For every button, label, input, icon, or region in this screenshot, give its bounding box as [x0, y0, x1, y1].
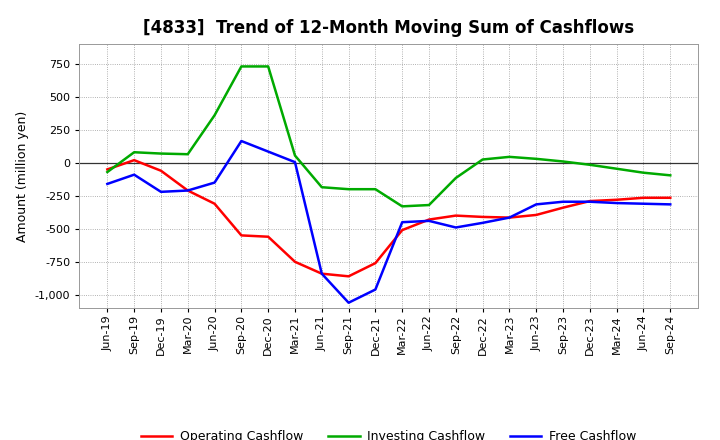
- Operating Cashflow: [157, 168, 166, 173]
- Investing Cashflow: [344, 187, 353, 192]
- Investing Cashflow: [157, 151, 166, 156]
- Operating Cashflow: [237, 233, 246, 238]
- Free Cashflow: [291, 159, 300, 165]
- Investing Cashflow: [237, 64, 246, 69]
- Investing Cashflow: [559, 159, 567, 164]
- Free Cashflow: [157, 189, 166, 194]
- Operating Cashflow: [559, 205, 567, 210]
- Operating Cashflow: [585, 198, 594, 204]
- Operating Cashflow: [505, 215, 514, 220]
- Title: [4833]  Trend of 12-Month Moving Sum of Cashflows: [4833] Trend of 12-Month Moving Sum of C…: [143, 19, 634, 37]
- Free Cashflow: [184, 188, 192, 193]
- Free Cashflow: [666, 202, 675, 207]
- Legend: Operating Cashflow, Investing Cashflow, Free Cashflow: Operating Cashflow, Investing Cashflow, …: [136, 425, 642, 440]
- Operating Cashflow: [371, 260, 379, 266]
- Line: Operating Cashflow: Operating Cashflow: [107, 160, 670, 276]
- Operating Cashflow: [666, 195, 675, 201]
- Operating Cashflow: [291, 259, 300, 264]
- Operating Cashflow: [344, 274, 353, 279]
- Investing Cashflow: [130, 150, 138, 155]
- Investing Cashflow: [612, 166, 621, 171]
- Free Cashflow: [130, 172, 138, 177]
- Operating Cashflow: [103, 167, 112, 172]
- Investing Cashflow: [103, 169, 112, 175]
- Line: Investing Cashflow: Investing Cashflow: [107, 66, 670, 206]
- Investing Cashflow: [585, 162, 594, 167]
- Free Cashflow: [451, 225, 460, 230]
- Y-axis label: Amount (million yen): Amount (million yen): [16, 110, 29, 242]
- Operating Cashflow: [451, 213, 460, 218]
- Free Cashflow: [532, 202, 541, 207]
- Free Cashflow: [559, 199, 567, 204]
- Free Cashflow: [585, 199, 594, 204]
- Investing Cashflow: [210, 113, 219, 118]
- Investing Cashflow: [478, 157, 487, 162]
- Operating Cashflow: [264, 234, 272, 239]
- Free Cashflow: [505, 215, 514, 220]
- Investing Cashflow: [532, 156, 541, 161]
- Free Cashflow: [478, 220, 487, 225]
- Investing Cashflow: [184, 151, 192, 157]
- Investing Cashflow: [398, 204, 407, 209]
- Free Cashflow: [344, 300, 353, 305]
- Operating Cashflow: [184, 188, 192, 193]
- Investing Cashflow: [451, 175, 460, 180]
- Free Cashflow: [237, 138, 246, 143]
- Investing Cashflow: [264, 64, 272, 69]
- Free Cashflow: [612, 201, 621, 206]
- Free Cashflow: [318, 271, 326, 276]
- Investing Cashflow: [505, 154, 514, 159]
- Operating Cashflow: [318, 271, 326, 276]
- Free Cashflow: [264, 149, 272, 154]
- Operating Cashflow: [612, 197, 621, 202]
- Operating Cashflow: [425, 217, 433, 222]
- Investing Cashflow: [425, 202, 433, 208]
- Operating Cashflow: [210, 201, 219, 206]
- Operating Cashflow: [398, 227, 407, 233]
- Free Cashflow: [425, 218, 433, 224]
- Investing Cashflow: [371, 187, 379, 192]
- Operating Cashflow: [532, 212, 541, 217]
- Operating Cashflow: [639, 195, 648, 201]
- Investing Cashflow: [666, 172, 675, 178]
- Investing Cashflow: [318, 185, 326, 190]
- Free Cashflow: [103, 181, 112, 187]
- Operating Cashflow: [478, 214, 487, 220]
- Investing Cashflow: [639, 170, 648, 175]
- Operating Cashflow: [130, 158, 138, 163]
- Free Cashflow: [639, 201, 648, 206]
- Investing Cashflow: [291, 153, 300, 158]
- Free Cashflow: [398, 220, 407, 225]
- Line: Free Cashflow: Free Cashflow: [107, 141, 670, 303]
- Free Cashflow: [210, 180, 219, 185]
- Free Cashflow: [371, 287, 379, 292]
